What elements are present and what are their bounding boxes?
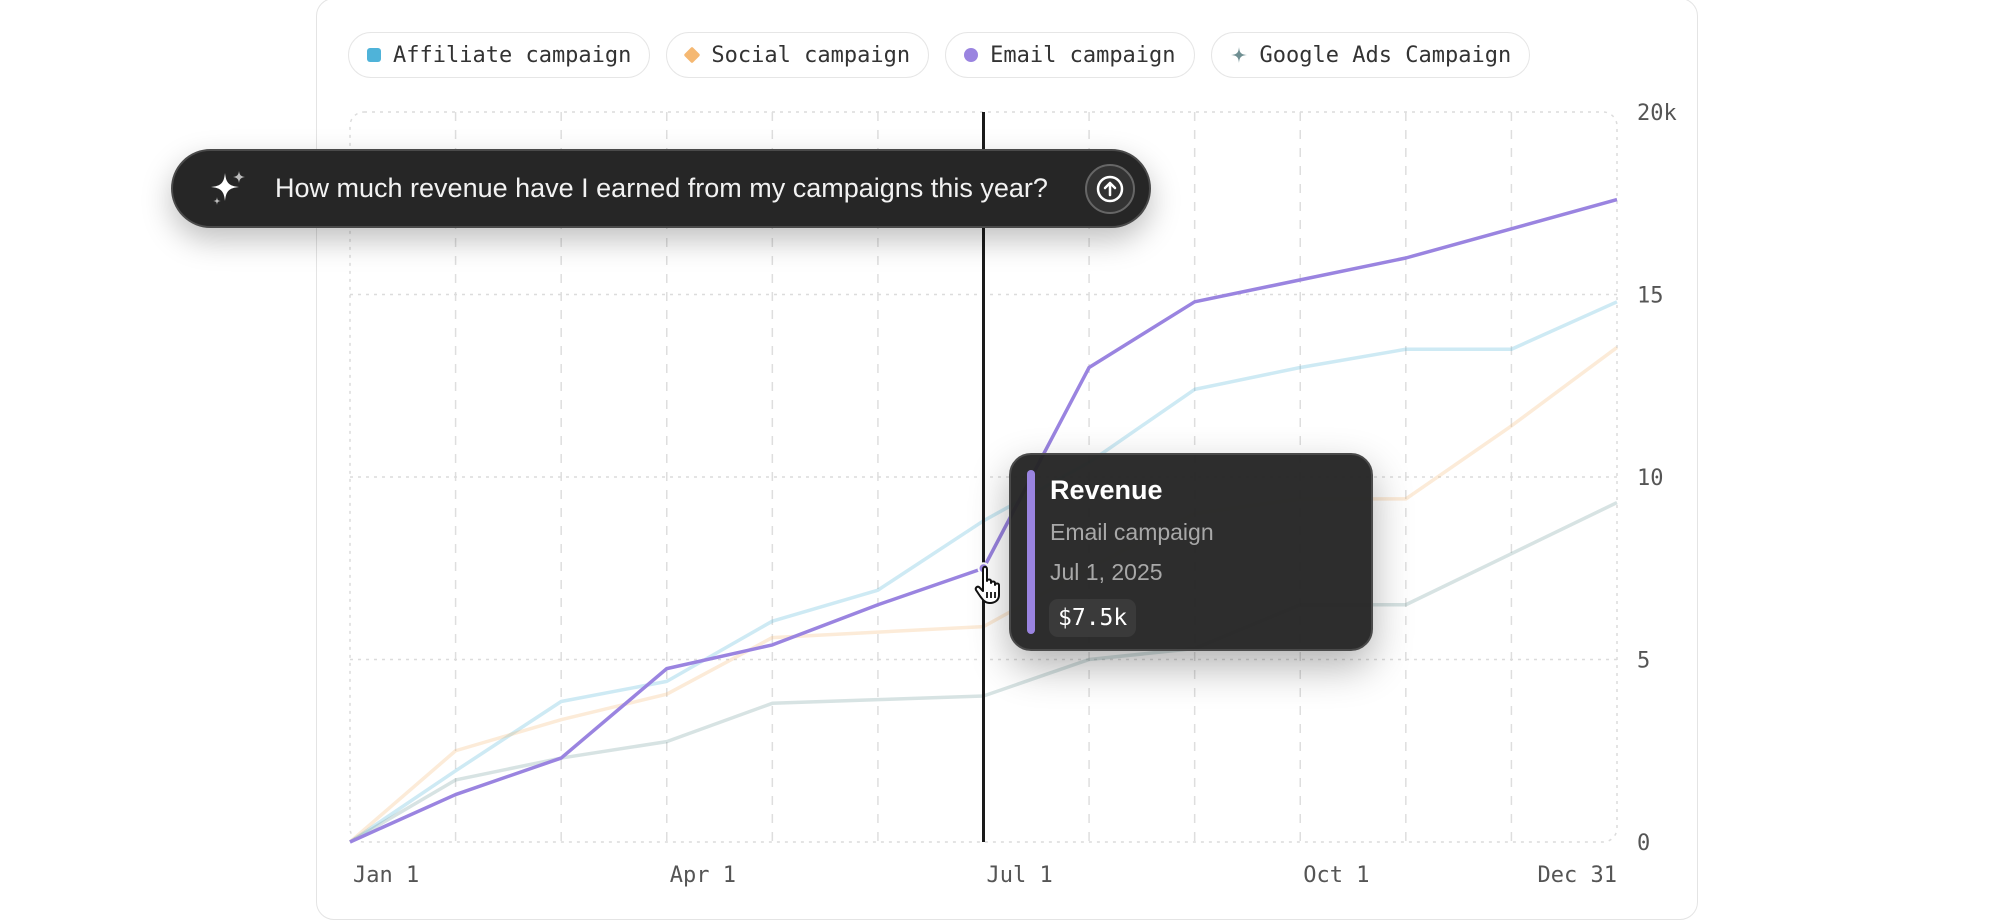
legend-item-affiliate-campaign[interactable]: Affiliate campaign [348,32,651,78]
tooltip-date: Jul 1, 2025 [1050,559,1163,585]
x-tick-label: Dec 31 [1538,863,1617,888]
chart-tooltip: Revenue Email campaign Jul 1, 2025 $7.5k [1009,453,1373,651]
tooltip-value: $7.5k [1049,599,1137,637]
ai-prompt-bar[interactable]: How much revenue have I earned from my c… [171,149,1151,228]
x-tick-label: Oct 1 [1303,863,1369,888]
legend-label: Email campaign [990,42,1176,68]
legend-item-social-campaign[interactable]: Social campaign [666,32,930,78]
x-tick-label: Jan 1 [353,863,419,888]
square-swatch-icon [367,48,381,62]
legend-label: Affiliate campaign [393,42,632,68]
tooltip-series: Email campaign [1050,519,1214,545]
legend-item-email-campaign[interactable]: Email campaign [945,32,1195,78]
prompt-text[interactable]: How much revenue have I earned from my c… [275,173,1048,203]
legend-label: Social campaign [711,42,911,68]
send-button[interactable] [1085,163,1135,214]
legend: Affiliate campaign Social campaign Email c… [348,32,1531,78]
chart-card [316,0,1698,920]
star-swatch-icon [1230,47,1247,63]
tooltip-series-color-bar [1027,470,1035,634]
y-tick-label: 15 [1637,284,1664,309]
tooltip-title: Revenue [1050,475,1163,505]
legend-item-google-ads-campaign[interactable]: Google Ads Campaign [1210,32,1531,78]
circle-swatch-icon [964,48,979,62]
y-tick-label: 20k [1637,101,1677,126]
x-tick-label: Apr 1 [670,863,736,888]
x-tick-label: Jul 1 [987,863,1053,888]
legend-label: Google Ads Campaign [1259,42,1512,68]
y-tick-label: 0 [1637,831,1650,856]
arrow-up-circle-icon [1096,175,1124,202]
sparkle-icon [211,170,245,205]
y-tick-label: 5 [1637,649,1650,674]
hand-pointer-cursor-icon [974,565,1000,604]
y-tick-label: 10 [1637,466,1664,491]
